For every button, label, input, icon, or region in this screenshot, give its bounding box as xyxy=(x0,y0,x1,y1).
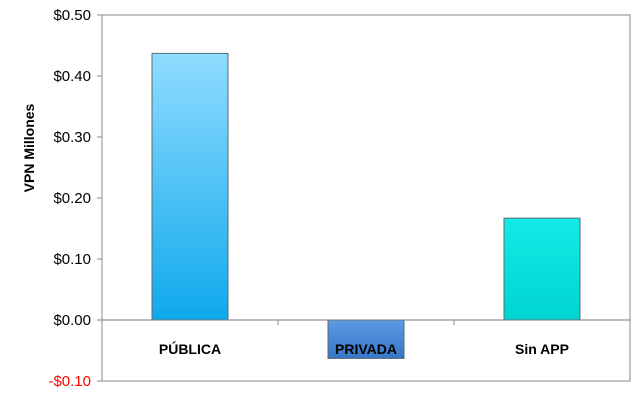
y-tick-label: $0.50 xyxy=(53,7,91,24)
bar-1 xyxy=(151,52,229,321)
x-category-label: PÚBLICA xyxy=(159,340,221,357)
y-tick-label: $0.40 xyxy=(53,68,91,85)
y-axis-title: VPN Millones xyxy=(21,103,37,192)
x-category-label: Sin APP xyxy=(515,341,569,357)
x-category-label: PRIVADA xyxy=(335,341,397,357)
bar-3 xyxy=(503,217,581,321)
y-axis: $0.50 $0.40 $0.30 $0.20 $0.10 $0.00 -$0.10 xyxy=(48,7,102,390)
x-axis-labels: PÚBLICA PRIVADA Sin APP xyxy=(159,340,569,357)
bar-2 xyxy=(327,319,405,359)
y-tick-label: $0.00 xyxy=(53,312,91,329)
y-tick-label: $0.30 xyxy=(53,129,91,146)
y-tick-label: $0.20 xyxy=(53,190,91,207)
bar-group xyxy=(151,52,581,359)
y-tick-label: -$0.10 xyxy=(48,373,91,390)
y-tick-label: $0.10 xyxy=(53,251,91,268)
x-axis-ticks xyxy=(101,320,631,325)
